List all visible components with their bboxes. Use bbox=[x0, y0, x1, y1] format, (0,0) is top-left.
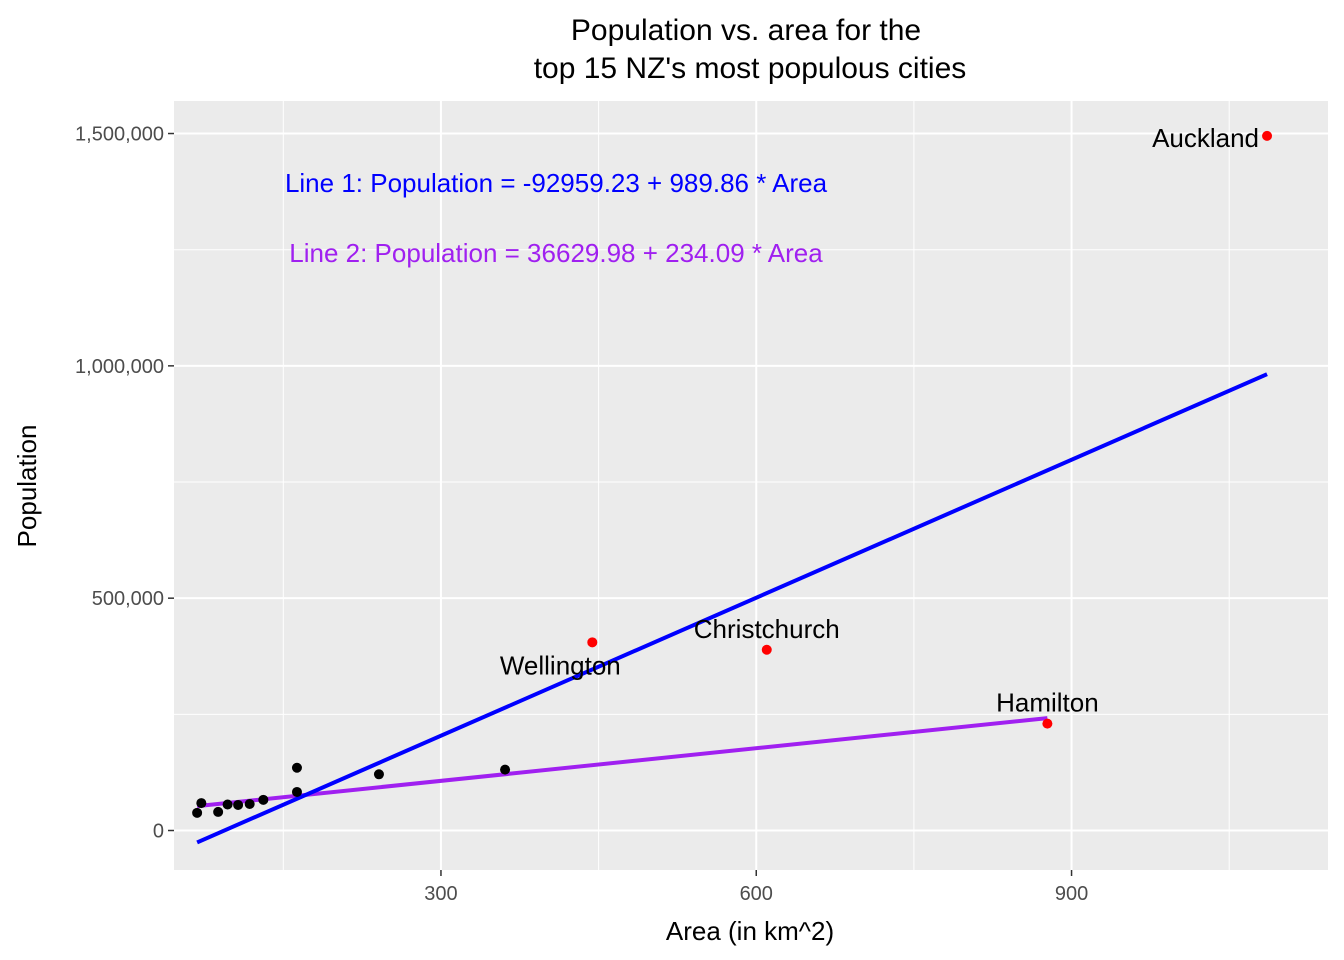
data-point bbox=[213, 806, 224, 817]
data-point bbox=[258, 794, 269, 805]
line-2-equation: Line 2: Population = 36629.98 + 234.09 *… bbox=[289, 238, 823, 268]
y-tick-label: 1,500,000 bbox=[75, 124, 164, 146]
line-1-regression bbox=[196, 372, 1268, 845]
y-tick-label: 1,000,000 bbox=[75, 356, 164, 378]
label-christchurch: Christchurch bbox=[694, 614, 840, 644]
x-tick-label: 900 bbox=[1055, 883, 1088, 905]
data-point bbox=[233, 799, 244, 810]
x-axis: 300 600 900 bbox=[424, 870, 1088, 905]
point-hamilton bbox=[1042, 718, 1053, 729]
point-auckland bbox=[1262, 130, 1273, 141]
data-point bbox=[373, 769, 384, 780]
chart-title-line-2: top 15 NZ's most populous cities bbox=[534, 52, 967, 85]
line-1-equation: Line 1: Population = -92959.23 + 989.86 … bbox=[285, 168, 828, 198]
y-axis-title: Population bbox=[12, 425, 42, 548]
regression-lines bbox=[196, 372, 1268, 845]
chart-title-line-1: Population vs. area for the bbox=[571, 14, 921, 47]
data-point bbox=[222, 799, 233, 810]
x-tick-label: 600 bbox=[740, 883, 773, 905]
x-axis-title: Area (in km^2) bbox=[666, 916, 834, 946]
data-points bbox=[192, 130, 1273, 818]
data-point bbox=[500, 764, 511, 775]
point-labels: Wellington Christchurch Hamilton Auckland bbox=[500, 123, 1259, 718]
data-point bbox=[291, 786, 302, 797]
label-wellington: Wellington bbox=[500, 650, 621, 680]
data-point bbox=[192, 807, 203, 818]
y-tick-label: 500,000 bbox=[92, 588, 164, 610]
data-point bbox=[244, 799, 255, 810]
line-2-regression bbox=[196, 716, 1048, 809]
x-tick-label: 300 bbox=[424, 883, 457, 905]
y-axis: 0 500,000 1,000,000 1,500,000 bbox=[75, 124, 174, 843]
data-point bbox=[291, 762, 302, 773]
point-christchurch bbox=[761, 644, 772, 655]
plot-panel bbox=[174, 101, 1328, 870]
y-tick-label: 0 bbox=[153, 821, 164, 843]
point-wellington bbox=[587, 637, 598, 648]
label-auckland: Auckland bbox=[1152, 123, 1259, 153]
label-hamilton: Hamilton bbox=[996, 688, 1099, 718]
grid-lines bbox=[174, 101, 1328, 870]
data-point bbox=[196, 798, 207, 809]
